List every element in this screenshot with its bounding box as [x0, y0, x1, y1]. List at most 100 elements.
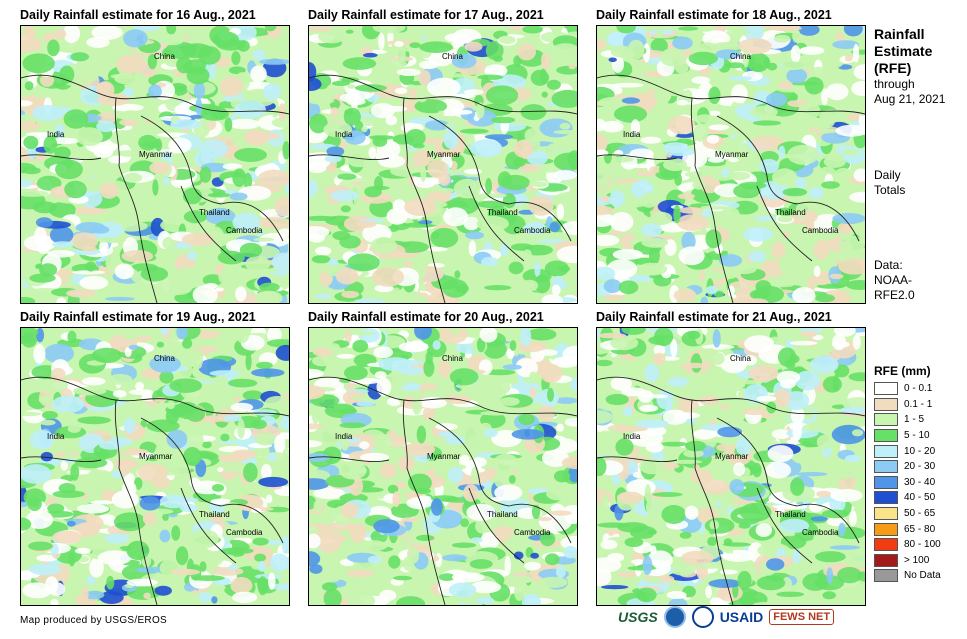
legend-item: 5 - 10 [874, 428, 941, 444]
legend-label: 1 - 5 [904, 414, 925, 426]
country-border [508, 201, 572, 242]
legend-label: 10 - 20 [904, 445, 936, 457]
country-border [140, 115, 222, 205]
legend-title: RFE (mm) [874, 364, 931, 378]
legend-swatch [874, 460, 898, 474]
country-border [21, 456, 102, 463]
country-border [220, 503, 284, 544]
country-border [309, 74, 577, 115]
legend-item: No Data [874, 568, 941, 584]
country-border [796, 503, 860, 544]
usgs-logo: USGS [618, 609, 658, 625]
through-label: through [874, 77, 915, 91]
legend-label: 50 - 65 [904, 508, 936, 520]
country-label-myanmar: Myanmar [427, 452, 461, 461]
country-border [796, 201, 860, 242]
legend-item: > 100 [874, 553, 941, 569]
country-label-china: China [442, 354, 463, 363]
country-label-india: India [623, 130, 641, 139]
panel-title: Daily Rainfall estimate for 20 Aug., 202… [308, 310, 544, 324]
rainfall-map: China India Myanmar Thailand Cambodia [20, 327, 290, 606]
daily-text: Daily [874, 168, 901, 182]
legend-item: 20 - 30 [874, 459, 941, 475]
country-border [756, 185, 813, 262]
country-label-thailand: Thailand [487, 208, 518, 217]
legend-label: 20 - 30 [904, 461, 936, 473]
country-border [180, 185, 237, 262]
rainfall-raster [21, 328, 289, 605]
legend-swatch [874, 507, 898, 521]
panel-title: Daily Rainfall estimate for 16 Aug., 202… [20, 8, 256, 22]
country-border [180, 487, 237, 564]
legend-label: 65 - 80 [904, 523, 936, 535]
rainfall-raster [21, 26, 289, 303]
country-border [220, 201, 284, 242]
usaid-seal-icon [691, 606, 714, 628]
country-border [309, 154, 390, 161]
legend-swatch [874, 382, 898, 396]
country-border [690, 399, 734, 605]
legend-swatch [874, 538, 898, 552]
rainfall-map: China India Myanmar Thailand Cambodia [596, 327, 866, 606]
panel-title: Daily Rainfall estimate for 19 Aug., 202… [20, 310, 256, 324]
country-label-india: India [335, 432, 353, 441]
country-border [21, 376, 289, 417]
country-label-myanmar: Myanmar [715, 150, 749, 159]
rainfall-raster [597, 328, 865, 605]
country-label-china: China [730, 52, 751, 61]
legend-swatch [874, 569, 898, 583]
country-label-myanmar: Myanmar [715, 452, 749, 461]
legend-swatch [874, 397, 898, 411]
legend-swatch [874, 522, 898, 536]
country-border [21, 74, 289, 115]
legend-label: 40 - 50 [904, 492, 936, 504]
legend-label: 5 - 10 [904, 430, 930, 442]
country-border [114, 399, 158, 605]
country-border [402, 97, 446, 303]
legend: RFE (mm) 0 - 0.1 0.1 - 1 1 - 5 5 - 10 10 - 2… [874, 364, 941, 584]
legend-swatch [874, 491, 898, 505]
country-border [597, 456, 678, 463]
country-label-cambodia: Cambodia [514, 226, 551, 235]
rainfall-map: China India Myanmar Thailand Cambodia [308, 327, 578, 606]
country-label-cambodia: Cambodia [514, 528, 551, 537]
country-border [140, 417, 222, 507]
country-border [114, 97, 158, 303]
country-label-thailand: Thailand [775, 208, 806, 217]
legend-label: 30 - 40 [904, 476, 936, 488]
rainfall-map: China India Myanmar Thailand Cambodia [20, 25, 290, 304]
country-border [309, 456, 390, 463]
country-label-cambodia: Cambodia [226, 528, 263, 537]
country-label-cambodia: Cambodia [802, 226, 839, 235]
country-border [468, 487, 525, 564]
panel-title: Daily Rainfall estimate for 18 Aug., 202… [596, 8, 832, 22]
legend-item: 1 - 5 [874, 412, 941, 428]
noaa-logo-icon [663, 606, 686, 628]
country-border [756, 487, 813, 564]
title-line: (RFE) [874, 60, 912, 76]
country-label-thailand: Thailand [775, 510, 806, 519]
data-source: Data: NOAA- RFE2.0 [874, 258, 915, 303]
credit-text: Map produced by USGS/EROS [20, 615, 168, 626]
country-border [21, 154, 102, 161]
rainfall-raster [309, 26, 577, 303]
legend-item: 65 - 80 [874, 521, 941, 537]
legend-item: 0 - 0.1 [874, 381, 941, 397]
daily-totals-label: Daily Totals [874, 168, 905, 198]
country-border [309, 376, 577, 417]
country-border [402, 399, 446, 605]
country-label-india: India [335, 130, 353, 139]
legend-label: 0.1 - 1 [904, 398, 933, 410]
legend-item: 40 - 50 [874, 490, 941, 506]
country-border [716, 417, 798, 507]
legend-item: 80 - 100 [874, 537, 941, 553]
rainfall-map: China India Myanmar Thailand Cambodia [308, 25, 578, 304]
data-label: Data: [874, 258, 903, 272]
title-line: Estimate [874, 43, 933, 59]
logos: USGS USAID FEWS NET [618, 606, 835, 628]
country-border [508, 503, 572, 544]
rainfall-map: China India Myanmar Thailand Cambodia [596, 25, 866, 304]
legend-item: 30 - 40 [874, 475, 941, 491]
country-border [597, 74, 865, 115]
country-border [428, 417, 510, 507]
